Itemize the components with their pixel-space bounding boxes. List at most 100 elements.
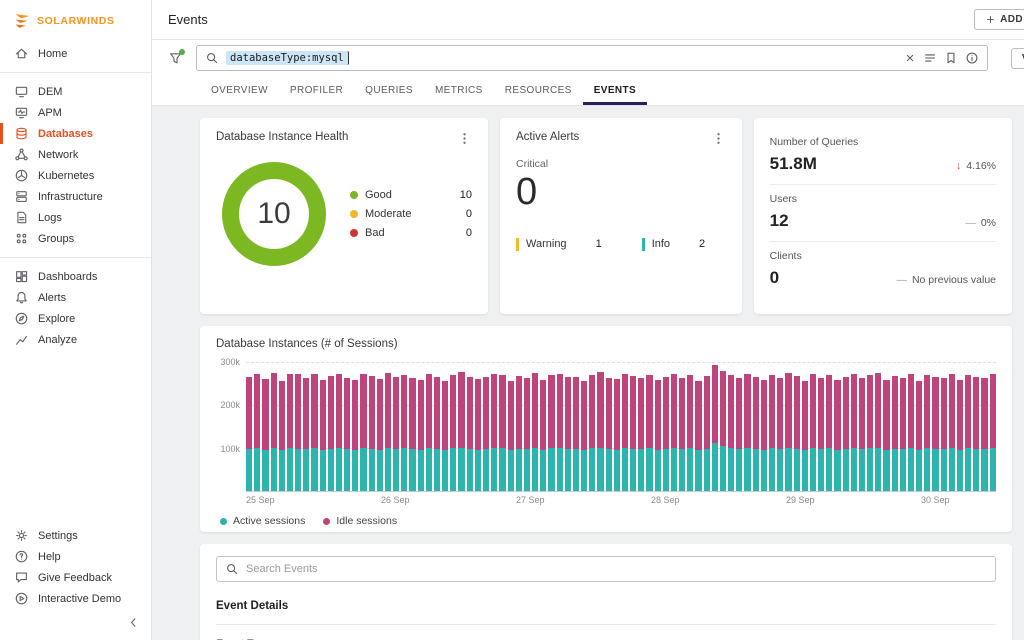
tab-profiler[interactable]: PROFILER — [289, 85, 344, 96]
demo-icon — [14, 591, 29, 606]
session-bar — [311, 362, 318, 491]
tab-events[interactable]: EVENTS — [582, 77, 648, 105]
session-bar — [858, 362, 866, 491]
session-bar — [973, 362, 980, 491]
session-bar — [703, 362, 710, 491]
sidebar-item-logs[interactable]: Logs — [0, 207, 151, 228]
session-bar — [466, 362, 473, 491]
sidebar-item-explore[interactable]: Explore — [0, 308, 151, 329]
kebab-menu-icon[interactable] — [457, 131, 472, 146]
session-bar — [360, 362, 367, 491]
sidebar-item-settings[interactable]: Settings — [0, 525, 151, 546]
legend-idle-sessions: Idle sessions — [323, 515, 397, 527]
sessions-chart-title: Database Instances (# of Sessions) — [216, 338, 398, 350]
session-bar — [295, 362, 302, 491]
session-bar — [442, 362, 449, 491]
logs-icon — [14, 210, 29, 225]
sidebar-item-dashboards[interactable]: Dashboards — [0, 266, 151, 287]
session-bar — [899, 362, 906, 491]
session-bar — [777, 362, 784, 491]
view-button[interactable]: VIEW — [1010, 47, 1024, 69]
sidebar-collapse-button[interactable] — [126, 615, 141, 630]
session-bar — [875, 362, 882, 491]
health-card-title: Database Instance Health — [216, 131, 349, 143]
saved-queries-icon[interactable] — [923, 51, 937, 65]
tab-metrics[interactable]: METRICS — [434, 85, 483, 96]
event-details-heading: Event Details — [216, 600, 289, 612]
alerts-card-title: Active Alerts — [516, 131, 580, 143]
session-bar — [981, 362, 988, 491]
sessions-chart: 300k 200k 100k — [216, 357, 996, 492]
sidebar-item-analyze[interactable]: Analyze — [0, 329, 151, 350]
info-alerts: Info 2 — [641, 237, 705, 251]
session-bar — [409, 362, 416, 491]
sidebar-item-groups[interactable]: Groups — [0, 228, 151, 249]
sidebar-item-home[interactable]: Home — [0, 43, 151, 64]
session-bar — [589, 362, 596, 491]
session-bar — [883, 362, 890, 491]
session-bar — [613, 362, 620, 491]
session-bar — [711, 362, 718, 491]
session-bar — [752, 362, 759, 491]
sidebar-item-infrastructure[interactable]: Infrastructure — [0, 186, 151, 207]
monitor-icon — [14, 84, 29, 99]
session-bar — [695, 362, 702, 491]
session-bar — [556, 362, 563, 491]
session-bar — [932, 362, 939, 491]
add-button[interactable]: ADD — [974, 9, 1024, 30]
solarwinds-logo[interactable]: SOLARWINDS — [0, 0, 151, 43]
info-icon[interactable] — [965, 51, 979, 65]
sidebar-item-apm[interactable]: APM — [0, 102, 151, 123]
sidebar-item-help[interactable]: Help — [0, 546, 151, 567]
warning-alerts: Warning 1 — [516, 237, 602, 251]
session-bar — [630, 362, 637, 491]
sidebar-item-alerts[interactable]: Alerts — [0, 287, 151, 308]
explore-icon — [14, 311, 29, 326]
session-bar — [515, 362, 522, 491]
query-search-box[interactable]: databaseType:mysql — [196, 45, 988, 71]
session-bar — [572, 362, 580, 491]
session-bar — [834, 362, 841, 491]
filter-active-dot — [179, 48, 185, 55]
session-bar — [564, 362, 571, 491]
apm-monitor-icon — [14, 105, 29, 120]
session-bar — [368, 362, 375, 491]
sidebar-item-kubernetes[interactable]: Kubernetes — [0, 165, 151, 186]
info-marker — [641, 237, 645, 251]
trend-down-icon: ↓ — [955, 160, 962, 172]
session-bar — [687, 362, 694, 491]
clear-search-icon[interactable] — [904, 52, 916, 64]
session-bar — [352, 362, 359, 491]
events-search-input[interactable] — [246, 563, 987, 575]
session-bar — [809, 362, 817, 491]
idle-sessions-dot — [323, 517, 331, 525]
sidebar-item-dem[interactable]: DEM — [0, 81, 151, 102]
network-icon — [14, 147, 29, 162]
sidebar-item-interactive-demo[interactable]: Interactive Demo — [0, 588, 151, 609]
kubernetes-icon — [14, 168, 29, 183]
solarwinds-logo-icon — [15, 14, 30, 28]
bookmark-icon[interactable] — [944, 51, 958, 65]
tab-overview[interactable]: OVERVIEW — [211, 85, 268, 96]
session-bar — [597, 362, 604, 491]
session-bar — [450, 362, 457, 491]
session-bar — [801, 362, 808, 491]
session-bar — [286, 362, 294, 491]
events-search-box[interactable] — [216, 556, 996, 582]
session-bar — [523, 362, 531, 491]
sidebar-item-network[interactable]: Network — [0, 144, 151, 165]
query-stats-card: Number of Queries 51.8M ↓ 4.16% Users 12 … — [753, 118, 1012, 314]
kebab-menu-icon[interactable] — [711, 131, 726, 146]
summary-cards-row: Database Instance Health 10 Good 10 — [200, 118, 1012, 314]
search-icon — [205, 51, 219, 65]
session-bar — [736, 362, 743, 491]
sidebar-item-give-feedback[interactable]: Give Feedback — [0, 567, 151, 588]
event-type-label: Event Type — [216, 638, 996, 640]
tab-queries[interactable]: QUERIES — [365, 85, 413, 96]
query-token[interactable]: databaseType:mysql — [226, 51, 349, 65]
sidebar-divider — [0, 257, 151, 258]
filter-funnel-icon[interactable] — [168, 48, 185, 66]
tab-resources[interactable]: RESOURCES — [504, 85, 572, 96]
sidebar-item-databases[interactable]: Databases — [0, 123, 151, 144]
